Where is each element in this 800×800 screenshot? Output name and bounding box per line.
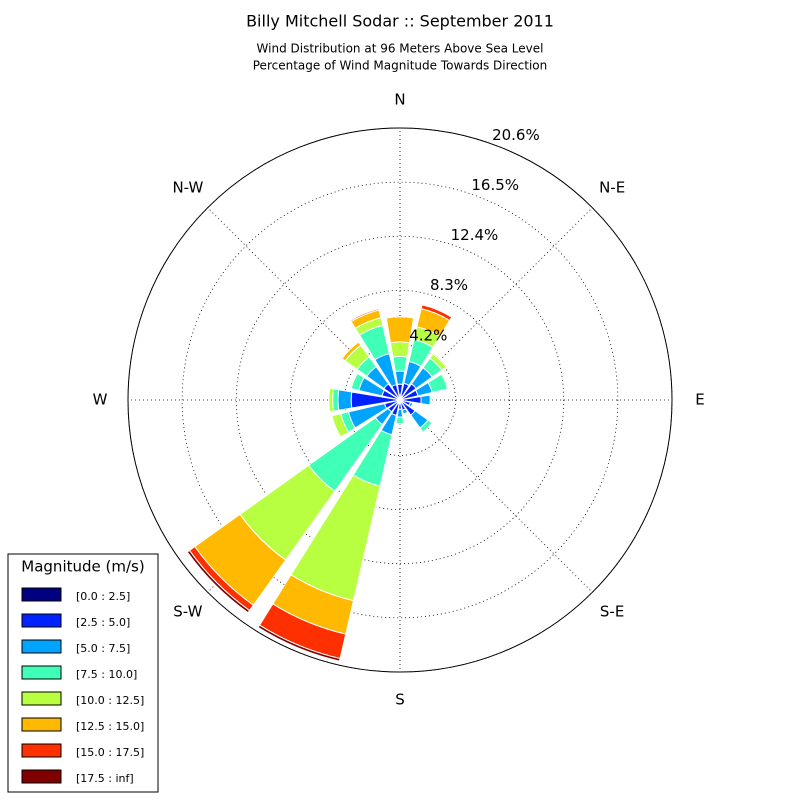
direction-label: S-E <box>600 603 624 621</box>
angular-grid-line <box>399 399 593 593</box>
wedge <box>186 549 251 614</box>
angular-grid-line <box>399 207 593 401</box>
legend-label: [17.5 : inf] <box>76 772 134 785</box>
radial-grid-line <box>235 235 565 565</box>
wedge <box>337 389 353 411</box>
direction-label: N-E <box>599 178 625 196</box>
r-tick-label: 12.4% <box>451 226 499 244</box>
legend-swatch <box>21 613 62 628</box>
wedge <box>394 370 406 385</box>
direction-label: N <box>394 91 405 109</box>
wedge <box>257 624 341 662</box>
direction-label: E <box>695 391 704 409</box>
wedge <box>389 341 411 358</box>
legend-swatch <box>21 639 62 654</box>
wedge <box>403 411 408 415</box>
legend-swatch <box>21 743 62 758</box>
chart-title: Billy Mitchell Sodar :: September 2011 <box>246 12 554 31</box>
polar-frame <box>127 127 673 673</box>
direction-label: W <box>93 391 108 409</box>
wedge <box>410 402 414 408</box>
wedge <box>395 416 405 425</box>
chart-subtitle: Wind Distribution at 96 Meters Above Sea… <box>257 42 544 56</box>
angular-grid-line <box>207 207 401 401</box>
legend-label: [2.5 : 5.0] <box>76 616 130 629</box>
wedge <box>331 415 342 438</box>
wedge <box>442 373 450 389</box>
r-tick-label: 20.6% <box>492 126 540 144</box>
chart-subtitle: Percentage of Wind Magnitude Towards Dir… <box>253 59 547 73</box>
legend-label: [7.5 : 10.0] <box>76 668 137 681</box>
direction-label: S-W <box>173 603 202 621</box>
r-tick-label: 4.2% <box>409 326 447 344</box>
wedge <box>421 304 452 318</box>
wedge <box>392 355 408 372</box>
legend-swatch <box>21 665 62 680</box>
legend-swatch <box>21 717 62 732</box>
r-tick-label: 8.3% <box>430 276 468 294</box>
radial-grid-line <box>181 181 619 619</box>
legend-swatch <box>21 769 62 784</box>
wedge <box>420 394 431 406</box>
legend-title: Magnitude (m/s) <box>21 558 144 576</box>
radial-grid-line <box>290 290 510 510</box>
legend-swatch <box>21 587 62 602</box>
legend-label: [15.0 : 17.5] <box>76 746 144 759</box>
legend-label: [0.0 : 2.5] <box>76 590 130 603</box>
legend-label: [5.0 : 7.5] <box>76 642 130 655</box>
legend-label: [12.5 : 15.0] <box>76 720 144 733</box>
direction-label: S <box>395 691 405 709</box>
legend-swatch <box>21 691 62 706</box>
direction-label: N-W <box>172 178 203 196</box>
wedge <box>349 372 357 389</box>
legend-label: [10.0 : 12.5] <box>76 694 144 707</box>
r-tick-label: 16.5% <box>471 176 519 194</box>
wedge <box>422 422 433 433</box>
